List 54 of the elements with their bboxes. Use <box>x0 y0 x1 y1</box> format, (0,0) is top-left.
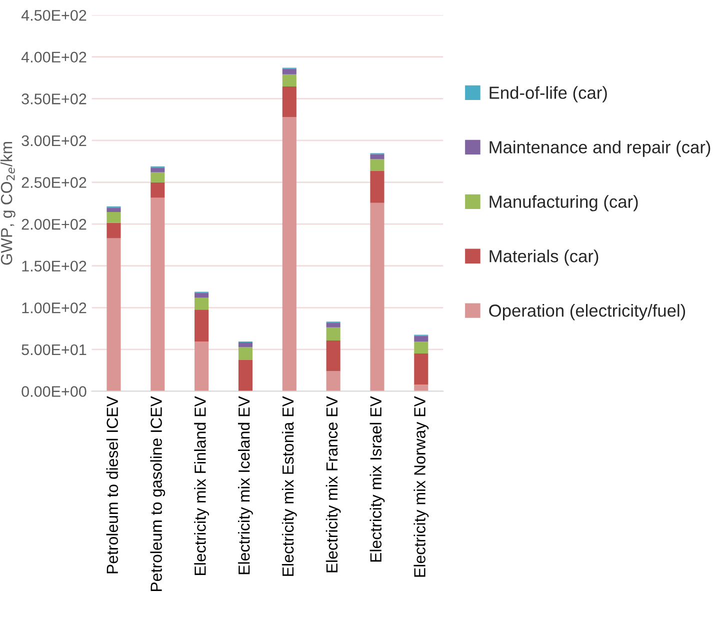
bar <box>150 198 165 392</box>
legend-label: End-of-life (car) <box>490 86 607 102</box>
bar <box>106 212 121 223</box>
bar <box>106 238 121 392</box>
y-tick-label: 5.00E+01 <box>22 344 86 356</box>
bar <box>282 68 296 74</box>
bar <box>150 168 165 172</box>
bar <box>282 86 296 118</box>
bar <box>370 154 384 160</box>
y-tick-label: 2.50E+02 <box>22 177 86 188</box>
x-tick-label: Electricity mix France EV <box>326 396 341 572</box>
bar <box>414 354 428 385</box>
y-tick-label: 1.00E+02 <box>22 302 86 314</box>
bar <box>194 298 209 310</box>
bar <box>238 342 253 348</box>
bar <box>326 340 340 372</box>
x-tick-label: Electricity mix Finland EV <box>194 396 210 575</box>
bar <box>370 202 384 392</box>
bar <box>326 327 340 341</box>
x-tick-label: Petroleum to diesel ICEV <box>106 396 118 574</box>
x-tick-label: Petroleum to gasoline ICEV <box>150 396 166 591</box>
bar <box>282 117 296 392</box>
y-tick-label: 2.00E+02 <box>22 218 86 230</box>
legend-label: Maintenance and repair (car) <box>490 140 710 157</box>
bar <box>150 172 165 182</box>
bar <box>194 342 209 392</box>
x-tick-label: Electricity mix Israel EV <box>370 396 385 562</box>
bar <box>414 342 428 354</box>
bar <box>370 170 384 203</box>
bar <box>106 222 121 238</box>
legend-label: Materials (car) <box>490 250 598 266</box>
y-tick-label: 4.50E+02 <box>21 10 86 21</box>
y-tick-label: 3.50E+02 <box>22 94 86 104</box>
bar <box>194 310 209 342</box>
y-tick-label: 4.00E+02 <box>21 52 86 63</box>
x-tick-label: Electricity mix Iceland EV <box>238 396 253 574</box>
legend-label: Manufacturing (car) <box>490 195 638 212</box>
bar <box>238 347 253 360</box>
legend-label: Operation (electricity/fuel) <box>489 304 686 320</box>
x-tick-label: Electricity mix Norway EV <box>414 396 429 577</box>
bar <box>282 74 296 87</box>
bar <box>370 159 384 171</box>
bar <box>150 182 165 198</box>
bar <box>326 371 340 392</box>
y-tick-label: 1.50E+02 <box>22 260 86 272</box>
bar <box>238 360 253 392</box>
x-tick-label: Electricity mix Estonia EV <box>282 396 297 576</box>
bar <box>414 336 428 342</box>
bar <box>326 322 340 328</box>
y-axis-title: GWP, g CO$_{2e}$/km <box>0 142 16 265</box>
bar <box>106 208 121 212</box>
bar <box>194 292 209 298</box>
y-tick-label: 0.00E+00 <box>22 386 86 397</box>
y-tick-label: 3.00E+02 <box>22 135 86 146</box>
